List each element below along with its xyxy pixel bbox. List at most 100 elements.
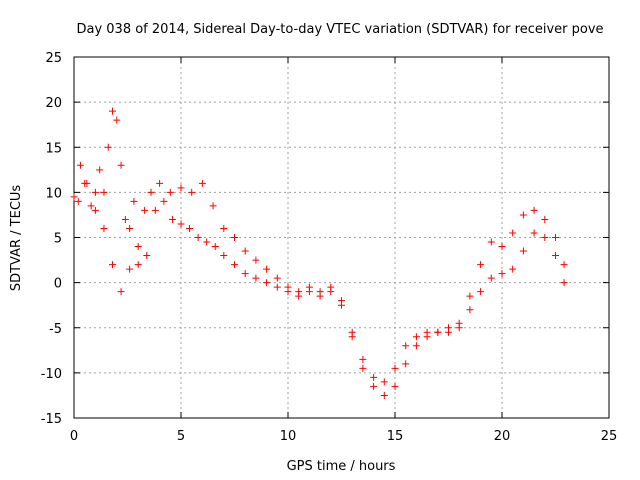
y-tick-label: -15 bbox=[41, 412, 62, 427]
data-point bbox=[160, 197, 168, 205]
data-point bbox=[194, 234, 202, 241]
data-point bbox=[391, 382, 399, 390]
data-point bbox=[380, 391, 388, 399]
data-point bbox=[370, 373, 378, 381]
y-tick-label: 10 bbox=[45, 186, 62, 201]
data-point bbox=[177, 220, 185, 228]
data-point bbox=[487, 238, 495, 246]
data-point bbox=[141, 206, 149, 214]
data-point bbox=[177, 184, 185, 192]
data-point bbox=[509, 265, 517, 273]
data-point bbox=[498, 270, 506, 278]
data-points bbox=[70, 107, 568, 399]
data-point bbox=[100, 224, 108, 232]
chart-title: Day 038 of 2014, Sidereal Day-to-day VTE… bbox=[76, 22, 603, 37]
data-point bbox=[130, 197, 138, 205]
data-point bbox=[113, 116, 121, 124]
x-tick-label: 25 bbox=[601, 429, 618, 444]
data-point bbox=[151, 206, 159, 214]
data-point bbox=[263, 265, 271, 273]
data-point bbox=[455, 324, 463, 332]
data-point bbox=[121, 215, 129, 223]
data-point bbox=[252, 256, 260, 264]
data-point bbox=[166, 188, 174, 196]
data-point bbox=[220, 224, 228, 232]
data-point bbox=[96, 166, 104, 174]
data-point bbox=[263, 279, 271, 287]
data-point bbox=[211, 243, 219, 251]
y-tick-label: 25 bbox=[45, 51, 62, 66]
data-point bbox=[91, 206, 99, 214]
data-point bbox=[380, 378, 388, 386]
y-tick-label: 20 bbox=[45, 96, 62, 111]
data-point bbox=[241, 270, 249, 278]
data-point bbox=[186, 224, 194, 232]
data-point bbox=[402, 360, 410, 368]
ticks: 0 5 10 15 20 25 -15 -10 -5 0 5 10 15 20 25 bbox=[41, 51, 618, 444]
y-axis-label: SDTVAR / TECUs bbox=[9, 185, 24, 292]
data-point bbox=[91, 188, 99, 196]
data-point bbox=[156, 179, 164, 187]
data-point bbox=[188, 188, 196, 196]
data-point bbox=[445, 328, 452, 336]
data-point bbox=[412, 333, 420, 341]
y-tick-label: -10 bbox=[41, 367, 62, 382]
data-point bbox=[231, 261, 238, 269]
data-point bbox=[498, 243, 506, 251]
y-tick-label: -5 bbox=[49, 322, 62, 337]
data-point bbox=[402, 342, 410, 350]
y-tick-label: 15 bbox=[45, 141, 62, 156]
data-point bbox=[370, 382, 378, 390]
data-point bbox=[209, 202, 217, 210]
data-point bbox=[487, 274, 495, 282]
x-tick-label: 20 bbox=[494, 429, 511, 444]
data-point bbox=[109, 107, 117, 115]
data-point bbox=[560, 279, 568, 287]
data-point bbox=[126, 224, 134, 232]
data-point bbox=[541, 215, 549, 223]
data-point bbox=[434, 328, 442, 336]
grid bbox=[74, 57, 609, 418]
data-point bbox=[220, 252, 228, 260]
data-point bbox=[117, 161, 125, 169]
data-point bbox=[530, 229, 538, 237]
data-point bbox=[143, 252, 151, 260]
data-point bbox=[147, 188, 155, 196]
data-point bbox=[316, 292, 324, 300]
data-point bbox=[100, 188, 108, 196]
data-point bbox=[466, 292, 474, 300]
data-point bbox=[391, 364, 399, 372]
data-point bbox=[509, 229, 517, 237]
data-point bbox=[552, 234, 559, 241]
x-tick-label: 15 bbox=[387, 429, 404, 444]
data-point bbox=[134, 261, 142, 269]
data-point bbox=[338, 301, 345, 309]
data-point bbox=[519, 211, 527, 219]
data-point bbox=[126, 265, 134, 273]
data-point bbox=[117, 288, 125, 296]
data-point bbox=[231, 234, 238, 241]
data-point bbox=[241, 247, 249, 255]
x-tick-label: 5 bbox=[177, 429, 185, 444]
series-2 bbox=[74, 179, 568, 399]
data-point bbox=[87, 202, 95, 210]
data-point bbox=[83, 179, 91, 187]
data-point bbox=[273, 283, 281, 291]
data-point bbox=[198, 179, 206, 187]
data-point bbox=[541, 234, 549, 241]
data-point bbox=[423, 333, 431, 341]
data-point bbox=[203, 238, 211, 246]
data-point bbox=[273, 274, 281, 282]
data-point bbox=[466, 306, 474, 314]
x-tick-label: 0 bbox=[70, 429, 78, 444]
data-point bbox=[134, 243, 142, 251]
data-point bbox=[252, 274, 260, 282]
data-point bbox=[359, 364, 367, 372]
series-1 bbox=[70, 107, 568, 386]
data-point bbox=[348, 333, 356, 341]
y-tick-label: 5 bbox=[54, 232, 62, 247]
data-point bbox=[552, 252, 559, 260]
data-point bbox=[477, 288, 485, 296]
y-tick-label: 0 bbox=[54, 277, 62, 292]
